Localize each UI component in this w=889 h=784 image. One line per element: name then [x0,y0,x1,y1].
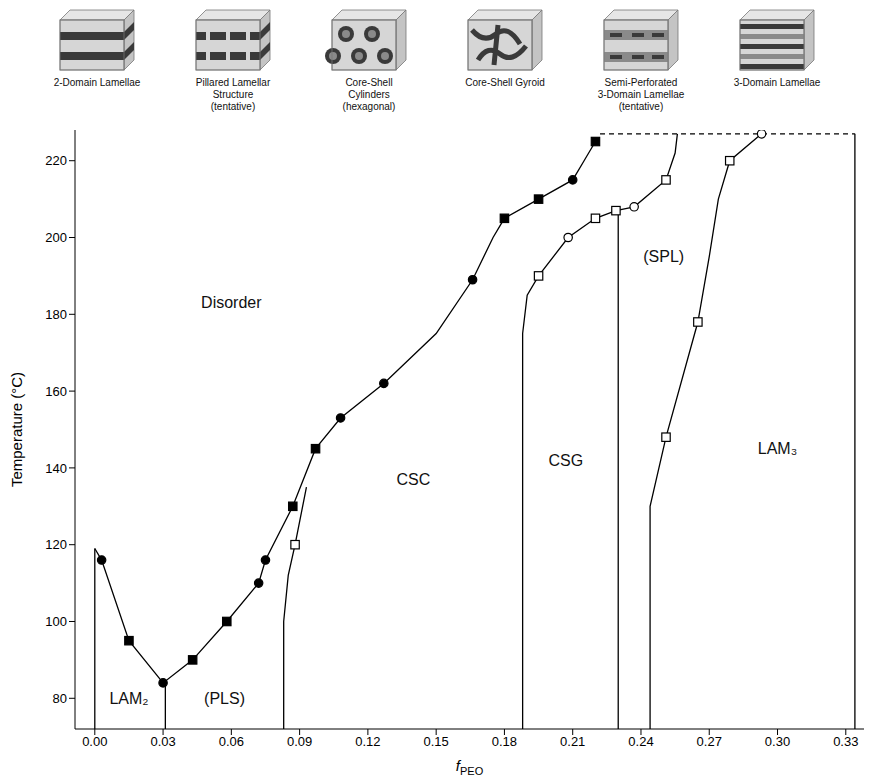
svg-text:0.24: 0.24 [628,734,653,749]
svg-text:Temperature (°C): Temperature (°C) [8,372,25,487]
svg-text:(PLS): (PLS) [204,690,245,707]
svg-text:fPEO: fPEO [456,757,484,777]
svg-text:(tentative): (tentative) [211,101,255,112]
svg-text:120: 120 [45,537,67,552]
svg-text:0.30: 0.30 [765,734,790,749]
svg-text:CSG: CSG [549,452,584,469]
svg-text:0.12: 0.12 [355,734,380,749]
svg-text:180: 180 [45,307,67,322]
svg-text:0.06: 0.06 [219,734,244,749]
svg-text:0.33: 0.33 [833,734,858,749]
svg-text:160: 160 [45,384,67,399]
svg-text:0.18: 0.18 [492,734,517,749]
svg-text:LAM₂: LAM₂ [109,690,148,707]
svg-text:0.15: 0.15 [424,734,449,749]
svg-text:CSC: CSC [397,471,431,488]
svg-text:200: 200 [45,230,67,245]
svg-text:Core-Shell Gyroid: Core-Shell Gyroid [465,77,544,88]
svg-text:Cylinders: Cylinders [348,89,390,100]
svg-text:0.03: 0.03 [150,734,175,749]
svg-text:0.09: 0.09 [287,734,312,749]
svg-text:(SPL): (SPL) [643,248,684,265]
svg-text:Disorder: Disorder [201,294,262,311]
svg-text:Structure: Structure [213,89,254,100]
svg-text:140: 140 [45,461,67,476]
svg-text:3-Domain Lamellae: 3-Domain Lamellae [734,77,821,88]
svg-text:Core-Shell: Core-Shell [345,77,392,88]
svg-text:220: 220 [45,153,67,168]
svg-text:80: 80 [53,691,67,706]
svg-text:100: 100 [45,614,67,629]
svg-text:0.27: 0.27 [697,734,722,749]
svg-text:3-Domain Lamellae: 3-Domain Lamellae [598,89,685,100]
svg-text:(hexagonal): (hexagonal) [343,101,396,112]
svg-text:(tentative): (tentative) [619,101,663,112]
svg-text:Semi-Perforated: Semi-Perforated [605,77,678,88]
svg-text:Pillared Lamellar: Pillared Lamellar [196,77,271,88]
svg-text:0.00: 0.00 [82,734,107,749]
svg-text:0.21: 0.21 [560,734,585,749]
svg-text:LAM₃: LAM₃ [758,440,797,457]
svg-text:2-Domain Lamellae: 2-Domain Lamellae [54,77,141,88]
